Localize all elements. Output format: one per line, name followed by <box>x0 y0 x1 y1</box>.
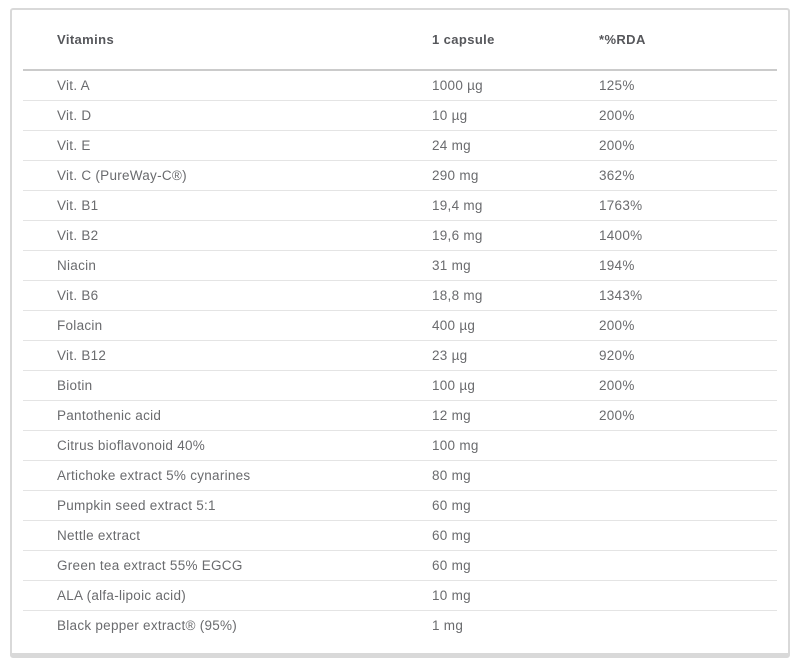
column-header-vitamins: Vitamins <box>57 32 115 47</box>
amount-cell: 10 mg <box>432 580 599 611</box>
vitamin-name-cell: Vit. B12 <box>23 340 432 371</box>
header-row: Vitamins 1 capsule *%RDA <box>23 10 777 70</box>
rda-cell: 200% <box>599 400 777 431</box>
amount-cell: 18,8 mg <box>432 280 599 311</box>
table-row: Vit. B12 23 µg 920% <box>23 340 777 371</box>
amount-cell: 60 mg <box>432 550 599 581</box>
table-row: Vit. D 10 µg 200% <box>23 100 777 131</box>
rda-cell: 200% <box>599 100 777 131</box>
amount-cell: 19,6 mg <box>432 220 599 251</box>
rda-cell <box>599 550 777 581</box>
column-header-rda: *%RDA <box>599 32 646 47</box>
rda-cell <box>599 580 777 611</box>
vitamin-name-cell: Citrus bioflavonoid 40% <box>23 430 432 461</box>
column-header-1-capsule: 1 capsule <box>432 32 495 47</box>
rda-cell: 920% <box>599 340 777 371</box>
vitamin-name-cell: Pantothenic acid <box>23 400 432 431</box>
supplement-facts-card: Vitamins 1 capsule *%RDA Vit. A 1000 µg … <box>10 8 790 658</box>
table-header: Vitamins 1 capsule *%RDA <box>23 10 777 70</box>
rda-cell: 1763% <box>599 190 777 221</box>
table-row: Nettle extract 60 mg <box>23 520 777 551</box>
amount-cell: 60 mg <box>432 520 599 551</box>
amount-cell: 10 µg <box>432 100 599 131</box>
vitamin-name-cell: Vit. A <box>23 69 432 101</box>
table-row: Vit. A 1000 µg 125% <box>23 69 777 101</box>
amount-cell: 290 mg <box>432 160 599 191</box>
table-row: Vit. C (PureWay-C®) 290 mg 362% <box>23 160 777 191</box>
table-row: Vit. B1 19,4 mg 1763% <box>23 190 777 221</box>
vitamin-name-cell: Vit. C (PureWay-C®) <box>23 160 432 191</box>
amount-cell: 1000 µg <box>432 69 599 101</box>
amount-cell: 60 mg <box>432 490 599 521</box>
rda-cell <box>599 520 777 551</box>
table-row: Black pepper extract® (95%) 1 mg <box>23 610 777 640</box>
vitamin-name-cell: Vit. E <box>23 130 432 161</box>
table-row: Citrus bioflavonoid 40% 100 mg <box>23 430 777 461</box>
vitamin-name-cell: ALA (alfa-lipoic acid) <box>23 580 432 611</box>
table-row: Vit. E 24 mg 200% <box>23 130 777 161</box>
vitamin-name-cell: Folacin <box>23 310 432 341</box>
rda-cell: 125% <box>599 69 777 101</box>
rda-cell <box>599 490 777 521</box>
amount-cell: 400 µg <box>432 310 599 341</box>
amount-cell: 80 mg <box>432 460 599 491</box>
table-row: Pantothenic acid 12 mg 200% <box>23 400 777 431</box>
rda-cell <box>599 460 777 491</box>
rda-cell: 362% <box>599 160 777 191</box>
amount-cell: 100 µg <box>432 370 599 401</box>
vitamin-name-cell: Artichoke extract 5% cynarines <box>23 460 432 491</box>
vitamin-name-cell: Vit. B6 <box>23 280 432 311</box>
amount-cell: 100 mg <box>432 430 599 461</box>
table-row: ALA (alfa-lipoic acid) 10 mg <box>23 580 777 611</box>
vitamin-name-cell: Pumpkin seed extract 5:1 <box>23 490 432 521</box>
vitamin-name-cell: Vit. D <box>23 100 432 131</box>
rda-cell: 200% <box>599 130 777 161</box>
amount-cell: 23 µg <box>432 340 599 371</box>
rda-cell: 200% <box>599 310 777 341</box>
amount-cell: 31 mg <box>432 250 599 281</box>
vitamin-name-cell: Nettle extract <box>23 520 432 551</box>
rda-cell: 200% <box>599 370 777 401</box>
rda-cell: 194% <box>599 250 777 281</box>
amount-cell: 12 mg <box>432 400 599 431</box>
amount-cell: 1 mg <box>432 610 599 640</box>
vitamin-name-cell: Vit. B2 <box>23 220 432 251</box>
table-row: Vit. B6 18,8 mg 1343% <box>23 280 777 311</box>
table-row: Niacin 31 mg 194% <box>23 250 777 281</box>
vitamin-name-cell: Biotin <box>23 370 432 401</box>
rda-cell <box>599 610 777 640</box>
vitamin-name-cell: Niacin <box>23 250 432 281</box>
table-row: Folacin 400 µg 200% <box>23 310 777 341</box>
vitamin-name-cell: Vit. B1 <box>23 190 432 221</box>
amount-cell: 24 mg <box>432 130 599 161</box>
vitamin-name-cell: Green tea extract 55% EGCG <box>23 550 432 581</box>
table-row: Vit. B2 19,6 mg 1400% <box>23 220 777 251</box>
supplement-facts-table: Vitamins 1 capsule *%RDA Vit. A 1000 µg … <box>23 10 777 640</box>
rda-cell <box>599 430 777 461</box>
rda-cell: 1343% <box>599 280 777 311</box>
amount-cell: 19,4 mg <box>432 190 599 221</box>
rda-cell: 1400% <box>599 220 777 251</box>
table-row: Green tea extract 55% EGCG 60 mg <box>23 550 777 581</box>
table-row: Pumpkin seed extract 5:1 60 mg <box>23 490 777 521</box>
vitamin-name-cell: Black pepper extract® (95%) <box>23 610 432 640</box>
table-row: Biotin 100 µg 200% <box>23 370 777 401</box>
table-row: Artichoke extract 5% cynarines 80 mg <box>23 460 777 491</box>
table-body: Vit. A 1000 µg 125% Vit. D 10 µg 200% Vi… <box>23 69 777 640</box>
